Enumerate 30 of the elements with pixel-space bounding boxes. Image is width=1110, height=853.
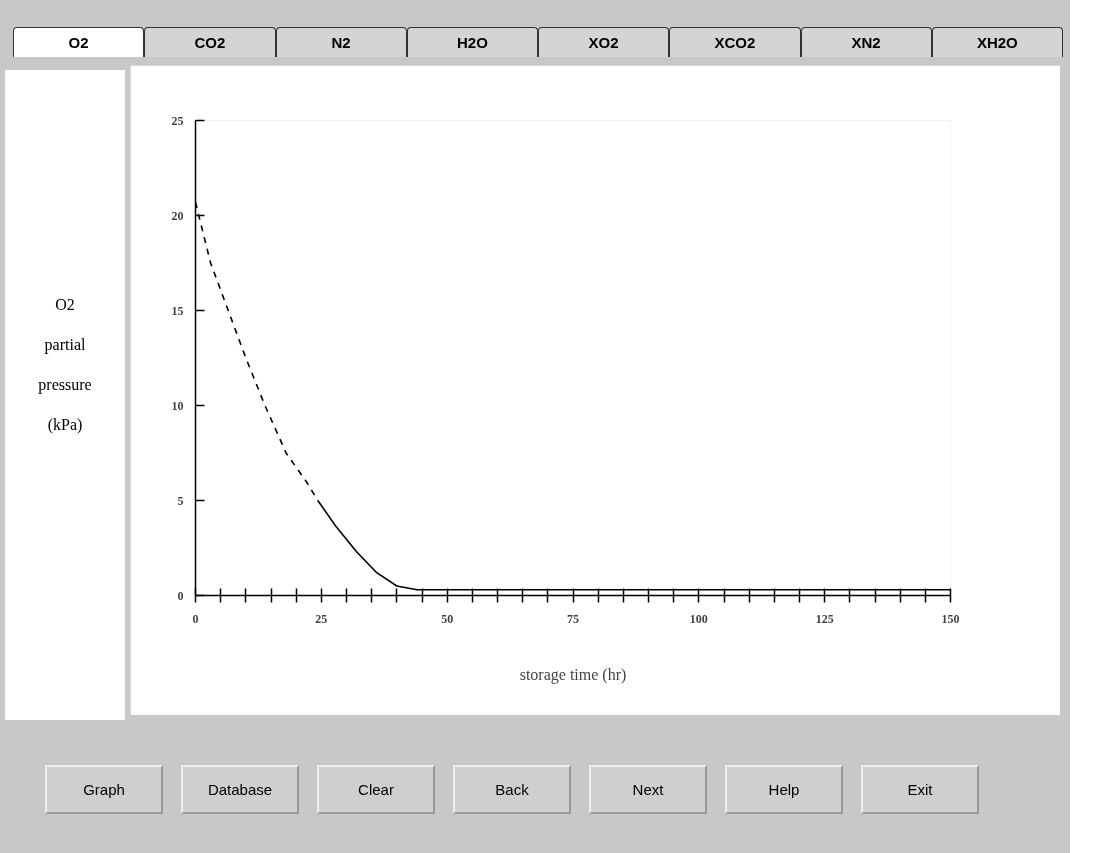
text: H2O [406,27,538,57]
text: Clear [317,765,435,814]
x-tick-label: 125 [815,611,834,626]
text: Help [725,765,843,814]
text: Exit [861,765,979,814]
y-tick-label: 25 [171,113,184,128]
x-tick-label: 150 [941,611,960,626]
text: Next [589,765,707,814]
y-tick-label: 0 [177,588,184,603]
x-tick-label: 75 [567,611,579,626]
text: O2 [13,27,145,57]
text: XO2 [538,27,670,57]
y-tick-label: 15 [171,303,184,318]
x-tick-label: 25 [315,611,328,626]
text: Graph [45,765,163,814]
text: N2 [275,27,407,57]
text: Back [453,765,571,814]
text: CO2 [144,27,276,57]
y-tick-label: 20 [171,208,184,223]
x-tick-label: 0 [192,611,199,626]
text: O2 partial pressure (kPa) [38,296,92,433]
y-tick-label: 5 [177,493,184,508]
x-axis-title: storage time (hr) [519,665,627,684]
y-tick-label: 10 [171,398,184,413]
text: Database [181,765,299,814]
text: XCO2 [669,27,801,57]
text: XH2O [931,27,1063,57]
x-tick-label: 50 [441,611,454,626]
x-tick-label: 100 [689,611,708,626]
text: XN2 [800,27,932,57]
